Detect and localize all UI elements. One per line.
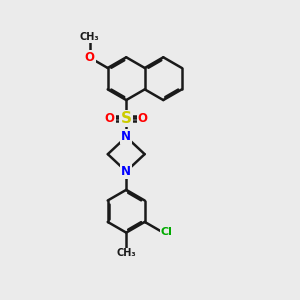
Text: CH₃: CH₃ (80, 32, 100, 42)
Text: CH₃: CH₃ (116, 248, 136, 258)
Text: S: S (121, 111, 132, 126)
Text: O: O (105, 112, 115, 125)
Text: O: O (138, 112, 148, 125)
Text: N: N (121, 130, 131, 143)
Text: N: N (121, 165, 131, 178)
Text: O: O (85, 51, 95, 64)
Text: Cl: Cl (160, 227, 172, 237)
